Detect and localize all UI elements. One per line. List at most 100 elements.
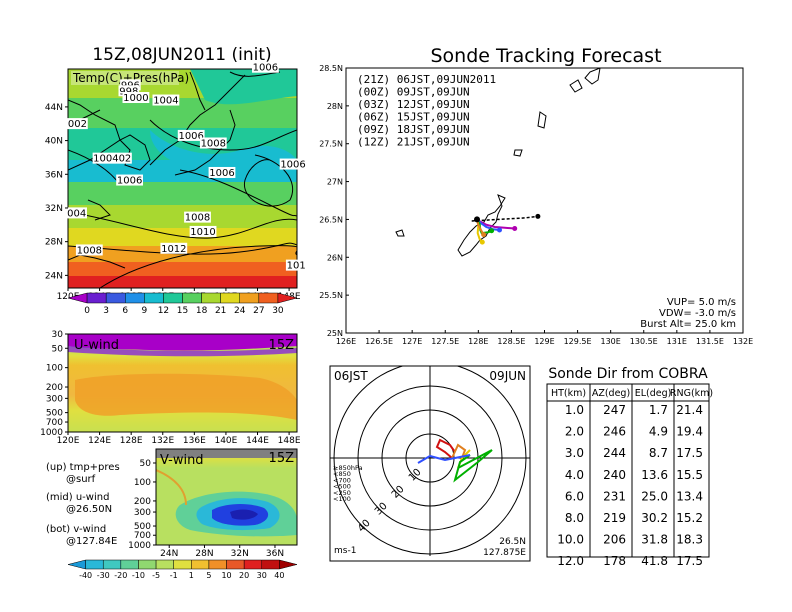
y-tick-label: 200 <box>46 383 63 393</box>
track-legend-entry: (03Z) 12JST,09JUN <box>357 98 470 111</box>
launch-parameter: VDW= -3.0 m/s <box>659 308 736 319</box>
polar-legend-entry: <500 <box>333 483 351 491</box>
x-tick-label: 120E <box>57 436 80 446</box>
u-wind-time: 15Z <box>269 338 295 353</box>
table-cell: 19.4 <box>676 425 703 439</box>
track-endpoint <box>512 226 518 232</box>
y-tick-label: 200 <box>134 497 151 507</box>
u-wind-label: U-wind <box>74 338 119 353</box>
y-tick-label: 27.5N <box>319 140 343 149</box>
pressure-label-bg <box>152 94 180 106</box>
y-tick-label: 28N <box>45 238 63 248</box>
track-endpoint <box>481 232 487 238</box>
temperature-band <box>68 205 297 228</box>
y-tick-label: 25N <box>327 329 343 338</box>
x-tick-label: 126.5E <box>365 337 393 346</box>
y-tick-label: 700 <box>134 531 151 541</box>
x-tick-label: 136E <box>183 436 206 446</box>
table-cell: 3.0 <box>565 446 584 460</box>
temperature-band <box>68 182 297 205</box>
table-cell: 4.9 <box>649 425 668 439</box>
pressure-label: 1008 <box>185 213 210 224</box>
polar-legend-entry: ≥850hPa <box>333 464 363 472</box>
track-line <box>476 218 500 232</box>
pressure-label: 100402 <box>93 154 131 165</box>
x-tick-label: 130E <box>601 337 621 346</box>
table-cell: 231 <box>603 489 626 503</box>
table-cell: 13.4 <box>676 489 703 503</box>
colorbar-swatch <box>208 559 227 570</box>
pressure-label-bg <box>120 79 141 91</box>
y-tick-label: 28N <box>327 102 343 111</box>
coastlines <box>68 71 246 269</box>
polar-legend-entry: <850 <box>333 470 351 478</box>
pressure-label: 1006 <box>117 176 142 187</box>
table-frame <box>546 383 710 558</box>
colorbar-swatch <box>243 559 263 570</box>
colorbar-label: 3 <box>103 306 109 316</box>
colorbar-swatch <box>138 559 157 570</box>
table-cell: 2.0 <box>565 425 584 439</box>
table-cell: 12.0 <box>557 554 584 568</box>
table-cell: 1.0 <box>565 403 584 417</box>
colorbar-swatch <box>220 292 240 304</box>
x-tick-label: 131E <box>667 337 687 346</box>
polar-legend-entry: <100 <box>333 495 351 503</box>
pressure-label-bg <box>160 242 188 254</box>
table-cell: 41.8 <box>641 554 668 568</box>
pressure-label: 1008 <box>77 245 102 256</box>
x-tick-label: 132E <box>151 436 174 446</box>
y-tick-label: 1000 <box>40 428 63 438</box>
colorbar-swatch <box>279 559 298 570</box>
x-tick-label: 128E <box>468 337 488 346</box>
track-legend-entry: (12Z) 21JST,09JUN <box>357 136 470 149</box>
pressure-label-bg <box>75 244 103 256</box>
x-tick-label: 129.5E <box>564 337 592 346</box>
pressure-label-bg <box>285 259 307 271</box>
track-axes: 126E 126.5E 127E 127.5E 128E 128.5E 129E 129.5E… <box>319 64 753 346</box>
table-cell: 17.5 <box>676 554 703 568</box>
colorbar-swatch <box>144 292 164 304</box>
temperature-band <box>68 262 297 276</box>
colorbar-label: 0 <box>84 306 90 316</box>
x-tick-label: 28N <box>195 549 213 559</box>
colorbar-label: 40 <box>274 571 284 580</box>
pressure-label: 1006 <box>253 63 278 74</box>
pressure-label-bg <box>66 207 87 219</box>
u-wind-axes: 120E 124E 128E 132E 136E 140E 144E 148E 30 50 100 2… <box>40 330 301 446</box>
colorbar-swatch <box>226 559 245 570</box>
colorbar-label: -5 <box>152 571 160 580</box>
colorbar-label: 9 <box>141 306 147 316</box>
x-tick-label: 128E <box>120 436 143 446</box>
y-tick-label: 32N <box>45 204 63 214</box>
colorbar-label: -20 <box>114 571 127 580</box>
launch-parameter: VUP= 5.0 m/s <box>667 297 736 308</box>
colorbar-swatch <box>125 292 145 304</box>
colorbar-swatch <box>201 292 221 304</box>
track-endpoint <box>479 239 485 245</box>
colorbar-swatch <box>102 559 122 570</box>
y-tick-label: 27N <box>327 178 343 187</box>
temperature-colorbar: 0 3 6 9 12 15 18 21 24 27 30 <box>67 292 298 316</box>
table-cell: 8.7 <box>649 446 668 460</box>
u-wind-frame <box>67 333 298 433</box>
colorbar-swatch <box>258 292 279 304</box>
table-cell: 240 <box>603 468 626 482</box>
y-tick-label: 26N <box>327 253 343 262</box>
colorbar-label: 27 <box>253 306 264 316</box>
y-tick-label: 44N <box>45 103 63 113</box>
launch-parameter: Burst Alt= 25.0 km <box>640 319 736 330</box>
legend-bot-sub: @127.84E <box>66 536 117 547</box>
y-tick-label: 1000 <box>128 541 151 551</box>
pressure-label-bg <box>199 137 227 149</box>
y-tick-label: 300 <box>46 394 63 404</box>
colorbar-swatch <box>173 559 192 570</box>
pressure-label: 1006 <box>209 168 234 179</box>
table-header: AZ(deg) <box>592 388 630 399</box>
x-tick-label: 127.5E <box>431 337 459 346</box>
x-tick-label: 144E <box>246 436 269 446</box>
x-tick-label: 128.5E <box>497 337 525 346</box>
x-tick-label: 32N <box>231 549 249 559</box>
